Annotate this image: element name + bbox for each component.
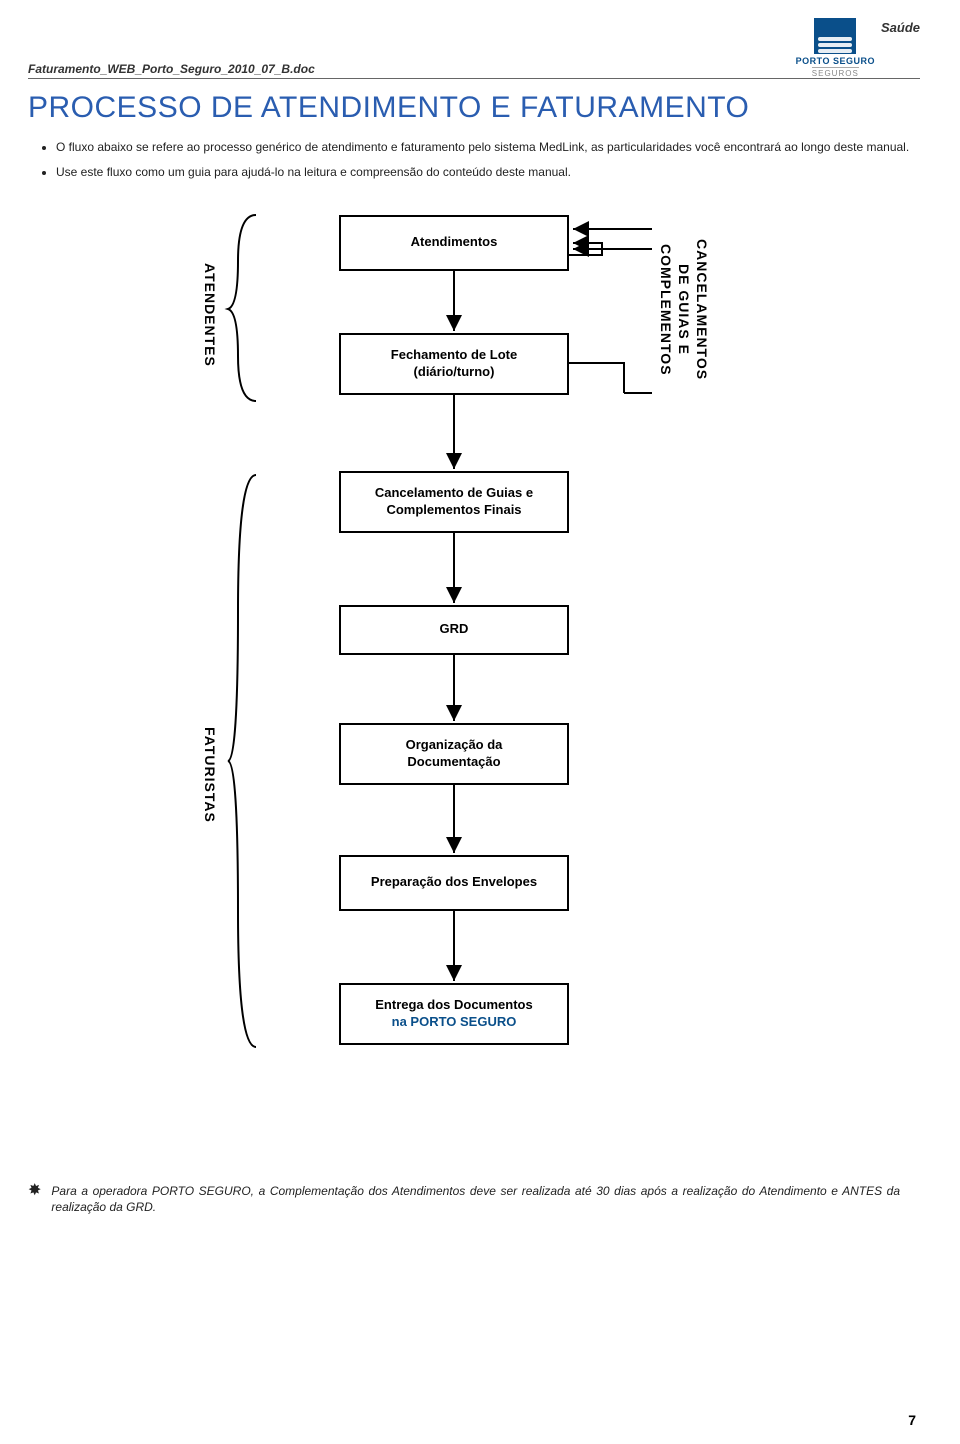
intro-list: O fluxo abaixo se refere ao processo gen… <box>28 139 920 181</box>
doc-path: Faturamento_WEB_Porto_Seguro_2010_07_B.d… <box>28 62 315 76</box>
page-number: 7 <box>908 1412 916 1428</box>
saude-label: Saúde <box>881 20 920 35</box>
logo-block: PORTO SEGURO SEGUROS Saúde <box>796 18 920 78</box>
page-header: Faturamento_WEB_Porto_Seguro_2010_07_B.d… <box>28 18 920 79</box>
star-icon: ✸ <box>28 1183 41 1217</box>
flowchart: ATENDENTES FATURISTAS CANCELAMENTOS DE G… <box>154 205 794 1165</box>
intro-bullet: Use este fluxo como um guia para ajudá-l… <box>56 164 920 181</box>
footer-note: ✸ Para a operadora PORTO SEGURO, a Compl… <box>28 1183 920 1217</box>
porto-seguro-logo: PORTO SEGURO SEGUROS <box>796 18 875 78</box>
page-title: PROCESSO DE ATENDIMENTO E FATURAMENTO <box>28 91 920 125</box>
intro-bullet: O fluxo abaixo se refere ao processo gen… <box>56 139 920 156</box>
flow-connectors <box>154 205 794 1105</box>
